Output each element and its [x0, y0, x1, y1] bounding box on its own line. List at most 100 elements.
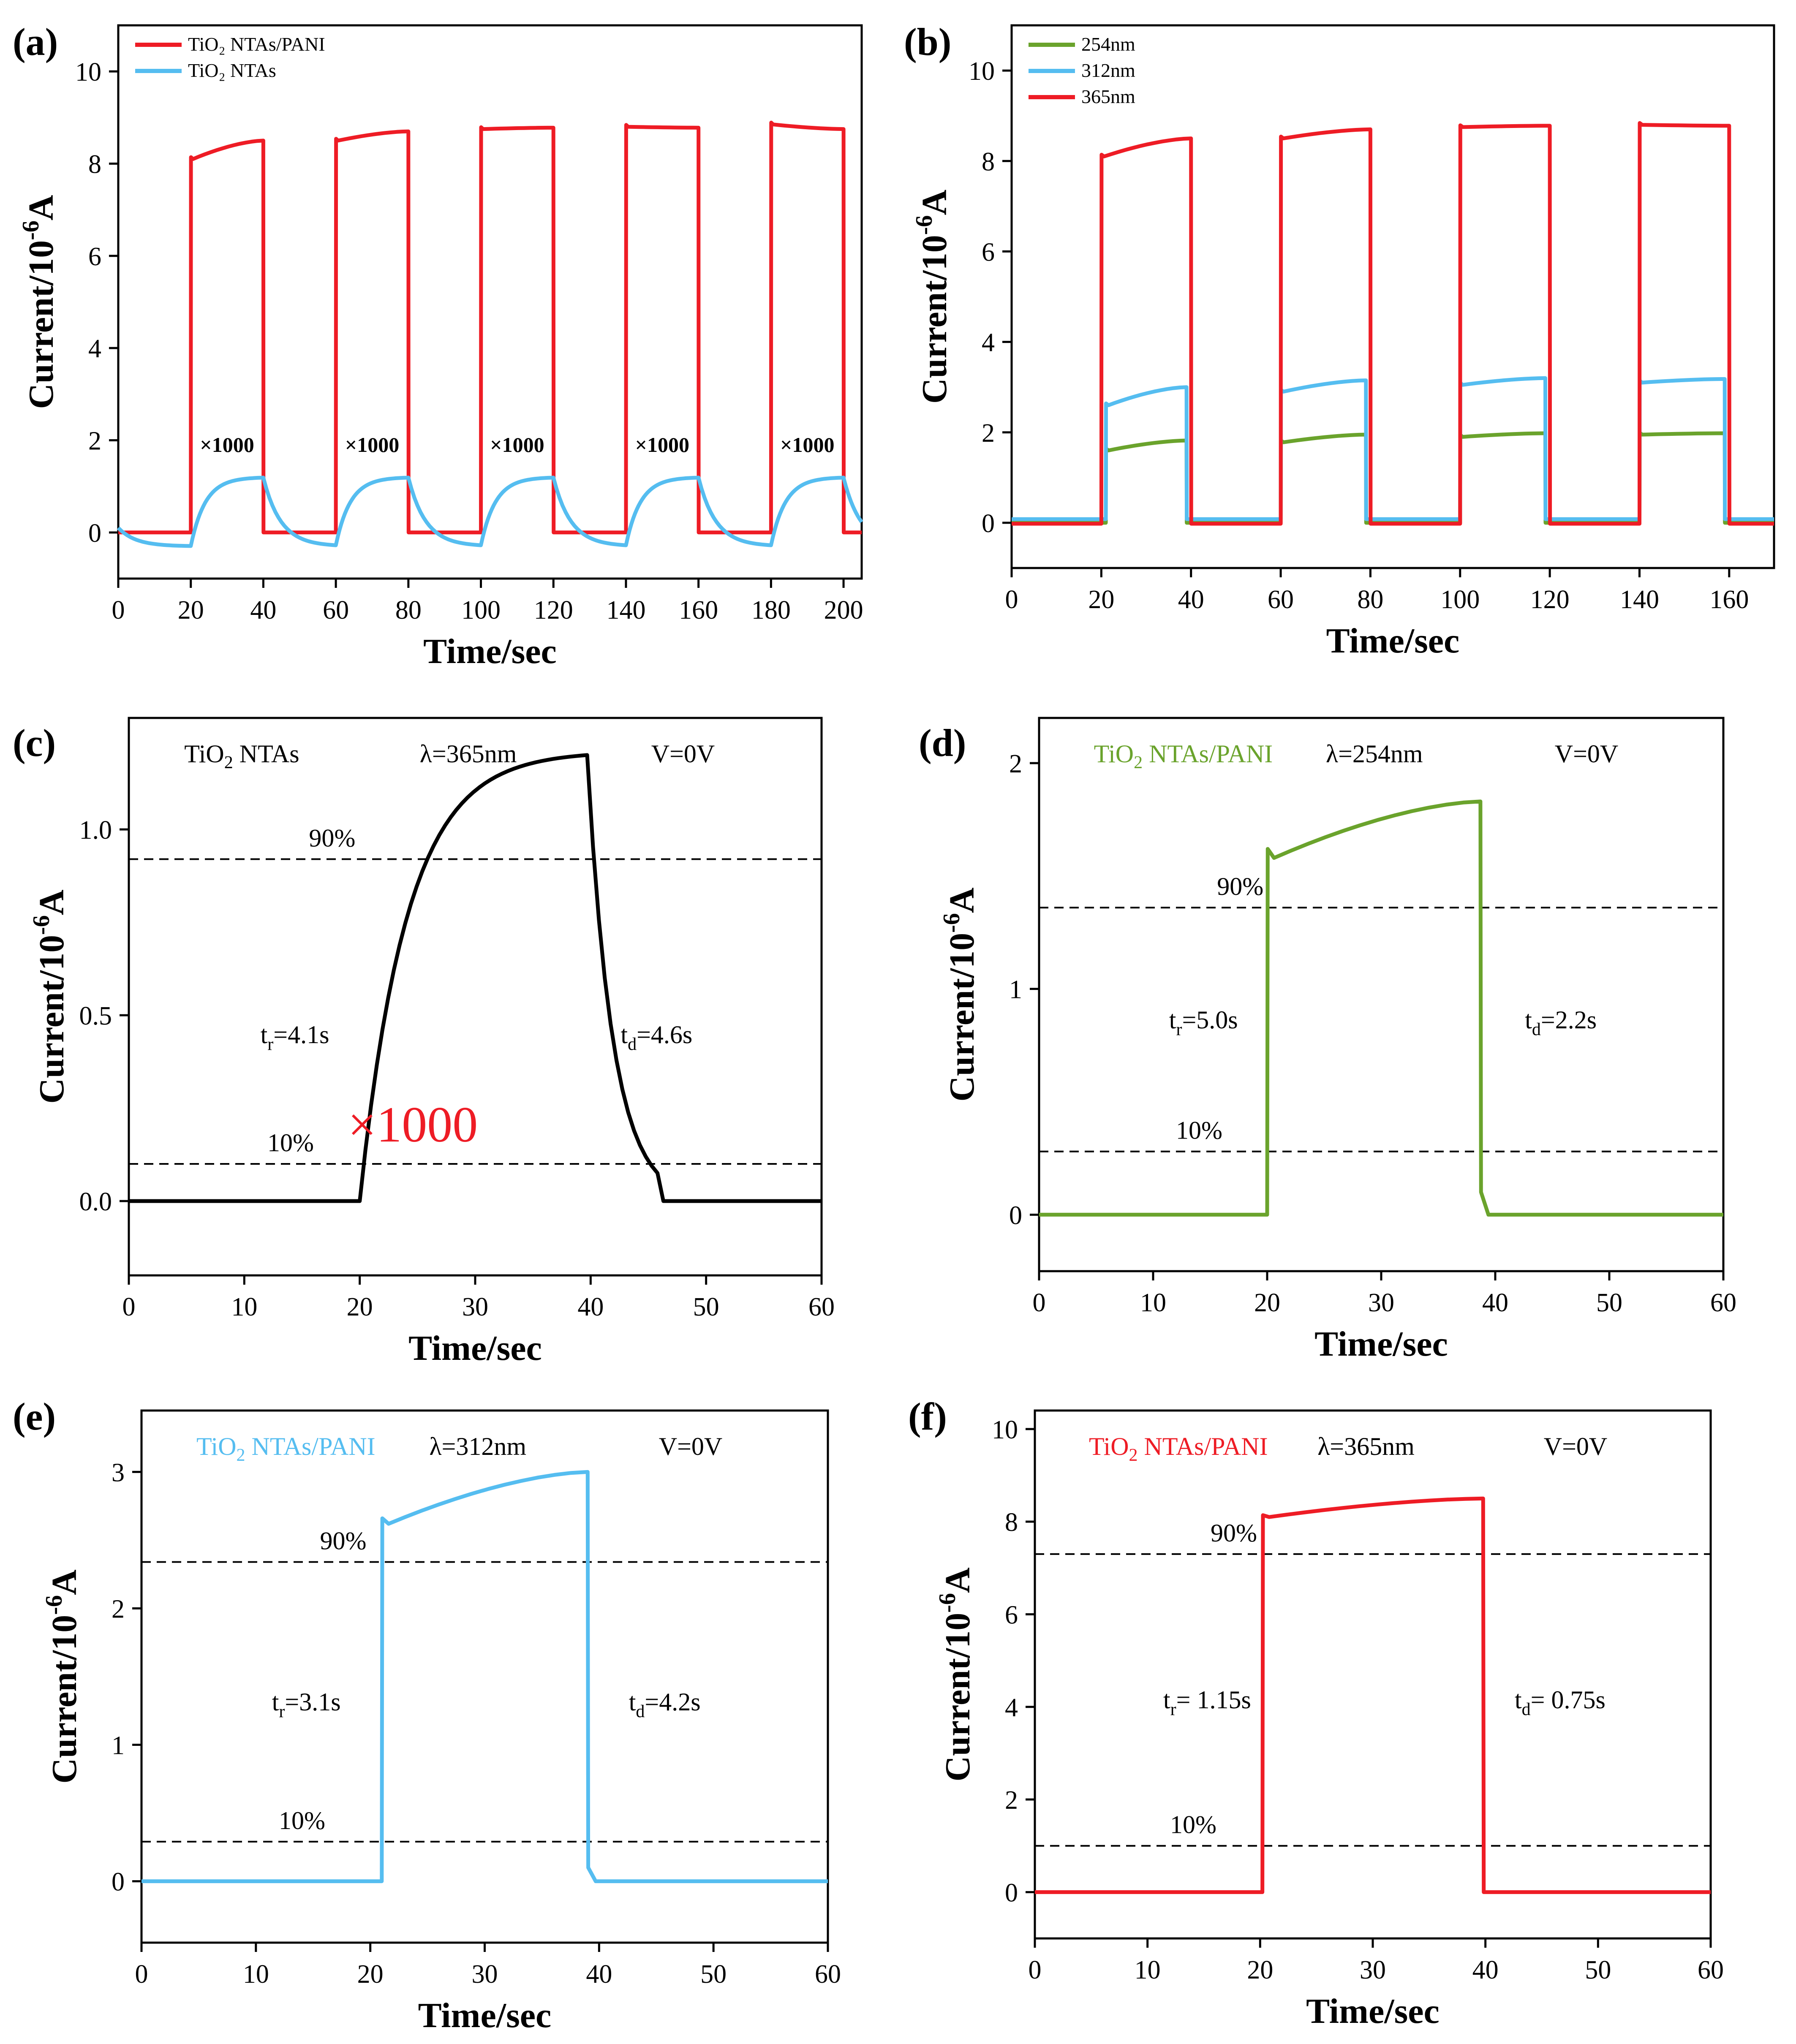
y-tick-label: 0 — [982, 509, 995, 538]
x-tick-label: 0 — [112, 596, 125, 625]
rise-time-label: tr=4.1s — [261, 1021, 329, 1054]
multiplier-annotation: ×1000 — [490, 433, 544, 457]
legend-label: 312nm — [1081, 60, 1135, 81]
y-tick-label: 0.5 — [79, 1002, 112, 1030]
series-line-365nm — [1012, 121, 1774, 526]
x-tick-label: 30 — [1368, 1288, 1394, 1317]
threshold-label: 10% — [1176, 1117, 1222, 1144]
panel-label: (c) — [13, 721, 56, 764]
x-tick-label: 30 — [472, 1960, 498, 1989]
chart-panel-e: (e) 0 10 20 30 40 50 60 0 1 2 3 Time/sec Current/10-6… — [13, 1395, 841, 2035]
bias-label: V=0V — [651, 740, 715, 768]
x-tick-label: 200 — [824, 596, 863, 625]
chart-panel-c: (c) 0 10 20 30 40 50 60 0.0 0.5 1.0 Time/sec Current… — [13, 717, 835, 1368]
x-tick-label: 140 — [1620, 585, 1659, 614]
x-tick-label: 40 — [1472, 1956, 1499, 1984]
x-tick-label: 20 — [347, 1293, 373, 1321]
panel-label: (a) — [13, 20, 58, 63]
x-tick-label: 50 — [1585, 1956, 1611, 1984]
x-tick-label: 180 — [751, 596, 791, 625]
bias-label: V=0V — [659, 1432, 723, 1460]
y-tick-label: 8 — [982, 147, 995, 176]
series-line-312nm — [142, 1470, 828, 1884]
x-tick-label: 0 — [135, 1960, 148, 1989]
threshold-label: 10% — [1170, 1811, 1216, 1839]
legend-label: TiO₂ NTAs — [188, 60, 276, 81]
bias-label: V=0V — [1544, 1432, 1608, 1460]
x-tick-label: 10 — [231, 1293, 257, 1321]
plot-frame — [1034, 1409, 1712, 1940]
x-tick-label: 160 — [1709, 585, 1749, 614]
y-tick-label: 1.0 — [79, 816, 112, 845]
x-tick-label: 40 — [577, 1293, 604, 1321]
multiplier-annotation: ×1000 — [200, 433, 254, 457]
threshold-label: 90% — [309, 824, 355, 852]
x-tick-label: 100 — [461, 596, 501, 625]
y-tick-label: 8 — [88, 150, 101, 179]
x-tick-label: 20 — [178, 596, 204, 625]
sample-label: TiO2 NTAs/PANI — [1094, 740, 1273, 772]
x-tick-label: 20 — [1247, 1956, 1273, 1984]
y-tick-label: 1 — [1009, 976, 1022, 1004]
decay-time-label: td=4.6s — [620, 1021, 692, 1054]
x-tick-label: 60 — [1268, 585, 1294, 614]
threshold-label: 90% — [1211, 1519, 1257, 1547]
x-tick-label: 40 — [1482, 1288, 1508, 1317]
y-axis-label: Current/10-6A — [28, 889, 71, 1104]
x-tick-label: 60 — [323, 596, 349, 625]
x-axis-label: Time/sec — [418, 1996, 552, 2035]
x-tick-label: 10 — [1140, 1288, 1166, 1317]
series-line-TiO-NTAs-PANI — [118, 120, 862, 535]
series-line-254nm — [1012, 431, 1774, 525]
y-tick-label: 10 — [992, 1416, 1018, 1444]
y-tick-label: 10 — [969, 57, 995, 86]
panel-label: (f) — [908, 1395, 947, 1438]
y-tick-label: 0 — [1009, 1201, 1022, 1230]
decay-time-label: td=4.2s — [629, 1688, 701, 1721]
series-line-365nm — [1035, 1496, 1711, 1894]
x-tick-label: 50 — [693, 1293, 719, 1321]
multiplier-annotation: ×1000 — [635, 433, 690, 457]
rise-time-label: tr= 1.15s — [1163, 1686, 1251, 1719]
y-axis-label: Current/10-6A — [939, 887, 982, 1101]
y-tick-label: 1 — [112, 1731, 125, 1760]
y-tick-label: 4 — [982, 329, 995, 357]
y-tick-label: 4 — [1005, 1693, 1018, 1722]
x-tick-label: 10 — [243, 1960, 269, 1989]
panel-label: (b) — [904, 20, 951, 63]
x-tick-label: 120 — [1530, 585, 1570, 614]
x-tick-label: 60 — [1698, 1956, 1724, 1984]
x-axis-label: Time/sec — [1314, 1324, 1448, 1364]
plot-frame — [1010, 24, 1775, 569]
x-tick-label: 160 — [679, 596, 718, 625]
chart-panel-d: (d) 0 10 20 30 40 50 60 0 1 2 Time/sec Current/10-6A… — [919, 717, 1736, 1364]
threshold-label: 10% — [267, 1129, 314, 1157]
multiplier-annotation: ×1000 — [780, 433, 835, 457]
x-tick-label: 0 — [1005, 585, 1018, 614]
wavelength-label: λ=365nm — [1317, 1432, 1415, 1460]
x-tick-label: 0 — [1029, 1956, 1042, 1984]
x-tick-label: 20 — [357, 1960, 384, 1989]
y-tick-label: 2 — [112, 1595, 125, 1623]
chart-panel-b: (b) 0 20 40 60 80 100 120 140 160 0 2 4 6 8 10 Time/sec C… — [904, 20, 1775, 660]
threshold-label: 90% — [1217, 873, 1263, 900]
y-tick-label: 6 — [1005, 1601, 1018, 1629]
x-axis-label: Time/sec — [408, 1329, 542, 1368]
x-axis-label: Time/sec — [423, 632, 557, 671]
y-tick-label: 3 — [112, 1458, 125, 1487]
x-tick-label: 30 — [1360, 1956, 1386, 1984]
panel-label: (e) — [13, 1395, 56, 1438]
x-tick-label: 20 — [1254, 1288, 1280, 1317]
threshold-label: 90% — [320, 1527, 367, 1555]
x-tick-label: 60 — [808, 1293, 835, 1321]
x-tick-label: 0 — [1033, 1288, 1046, 1317]
chart-panel-f: (f) 0 10 20 30 40 50 60 0 2 4 6 8 10 Time/sec Current/1… — [908, 1395, 1724, 2031]
y-tick-label: 2 — [1005, 1786, 1018, 1815]
sample-label: TiO2 NTAs/PANI — [196, 1432, 376, 1465]
x-tick-label: 40 — [1178, 585, 1204, 614]
decay-time-label: td=2.2s — [1525, 1006, 1597, 1039]
x-axis-label: Time/sec — [1326, 621, 1460, 660]
y-tick-label: 0 — [112, 1868, 125, 1897]
y-axis-label: Current/10-6A — [911, 190, 954, 404]
series-line-312nm — [1012, 376, 1774, 521]
